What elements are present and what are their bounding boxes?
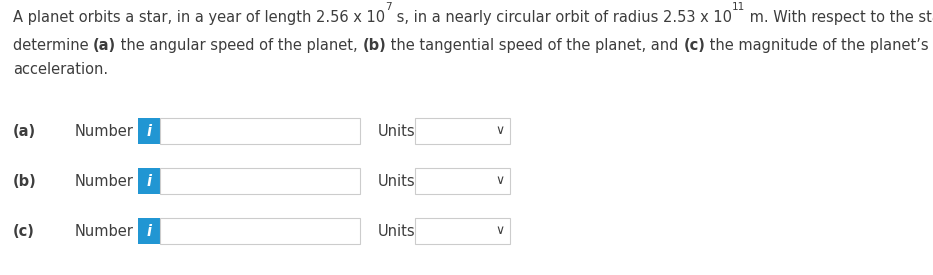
Bar: [160, 118, 360, 144]
Text: i: i: [146, 123, 151, 139]
Text: (a): (a): [93, 38, 117, 53]
Text: i: i: [146, 224, 151, 238]
Bar: [160, 168, 360, 194]
Bar: [415, 118, 510, 144]
Text: Units: Units: [378, 224, 415, 238]
Bar: [160, 218, 360, 244]
Text: ∨: ∨: [495, 125, 505, 138]
Text: the tangential speed of the planet, and: the tangential speed of the planet, and: [386, 38, 683, 53]
Text: (c): (c): [683, 38, 705, 53]
Text: (c): (c): [13, 224, 35, 238]
Text: Number: Number: [75, 123, 133, 139]
Text: s, in a nearly circular orbit of radius 2.53 x 10: s, in a nearly circular orbit of radius …: [392, 10, 731, 25]
Text: the angular speed of the planet,: the angular speed of the planet,: [117, 38, 363, 53]
Text: A planet orbits a star, in a year of length 2.56 x 10: A planet orbits a star, in a year of len…: [13, 10, 385, 25]
Text: determine: determine: [13, 38, 93, 53]
Text: (a): (a): [13, 123, 36, 139]
Text: Units: Units: [378, 123, 415, 139]
Bar: [415, 218, 510, 244]
Text: (b): (b): [363, 38, 386, 53]
Bar: [415, 168, 510, 194]
Text: m. With respect to the star,: m. With respect to the star,: [745, 10, 933, 25]
Text: i: i: [146, 174, 151, 188]
Text: 7: 7: [385, 2, 392, 12]
Text: acceleration.: acceleration.: [13, 62, 108, 77]
Bar: [138, 168, 160, 194]
Text: ∨: ∨: [495, 224, 505, 238]
Text: ∨: ∨: [495, 175, 505, 188]
Bar: [138, 118, 160, 144]
Text: Number: Number: [75, 224, 133, 238]
Text: Number: Number: [75, 174, 133, 188]
Text: the magnitude of the planet’s centripetal: the magnitude of the planet’s centripeta…: [705, 38, 933, 53]
Text: Units: Units: [378, 174, 415, 188]
Bar: [138, 218, 160, 244]
Text: (b): (b): [13, 174, 36, 188]
Text: 11: 11: [731, 2, 745, 12]
